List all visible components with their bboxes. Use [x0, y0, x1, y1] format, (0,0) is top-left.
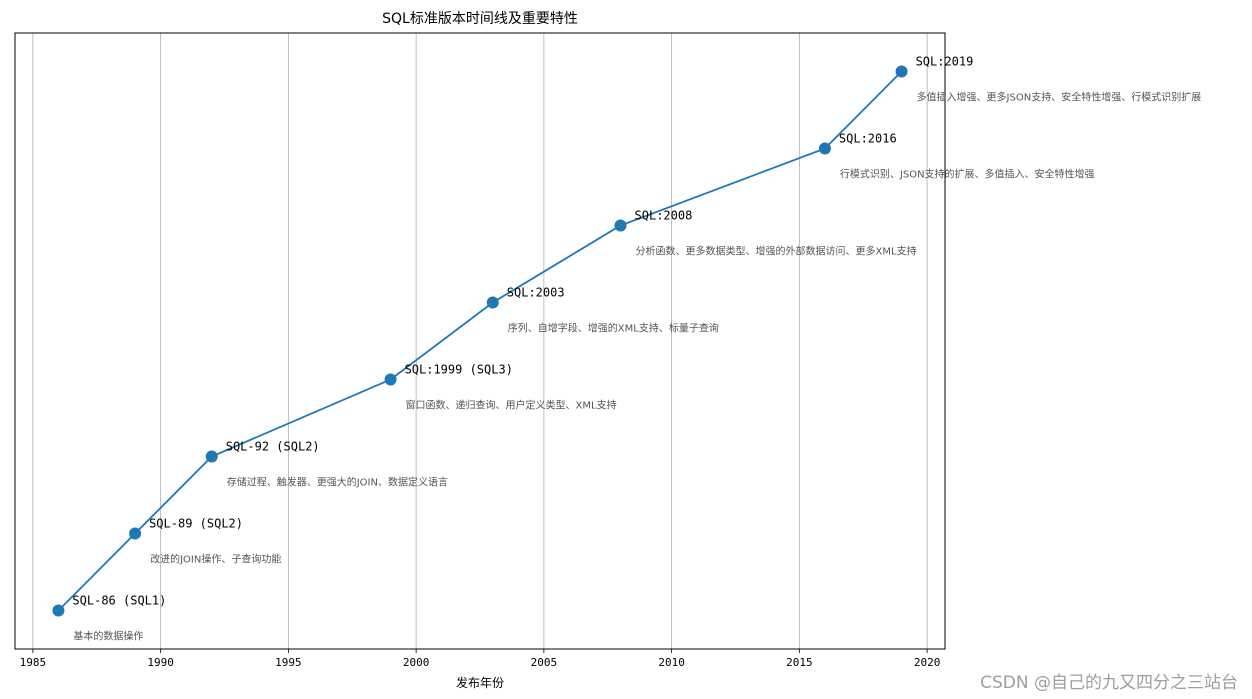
- points: [52, 65, 908, 617]
- data-point: [384, 373, 397, 386]
- event-description: 存储过程、触发器、更强大的JOIN、数据定义语言: [227, 476, 448, 489]
- x-tick-label: 1995: [275, 656, 302, 669]
- x-axis-label: 发布年份: [456, 675, 504, 690]
- x-tick-label: 2005: [531, 656, 558, 669]
- data-point: [895, 65, 908, 78]
- event-label: SQL:2016: [839, 132, 897, 146]
- x-tick-label: 2015: [786, 656, 813, 669]
- event-description: 分析函数、更多数据类型、增强的外部数据访问、更多XML支持: [636, 245, 917, 258]
- x-tick-label: 2000: [403, 656, 430, 669]
- chart-title: SQL标准版本时间线及重要特性: [382, 11, 578, 27]
- grid: [32, 33, 928, 649]
- plot-frame: [14, 32, 946, 650]
- event-label: SQL:2008: [635, 209, 693, 223]
- event-description: 改进的JOIN操作、子查询功能: [150, 553, 281, 566]
- event-description: 基本的数据操作: [73, 630, 143, 643]
- event-label: SQL:2003: [507, 286, 565, 300]
- data-point: [52, 604, 65, 617]
- x-tick-label: 1985: [20, 656, 47, 669]
- series-line: [57, 70, 903, 612]
- x-tick-label: 2020: [914, 656, 941, 669]
- data-point: [486, 296, 499, 309]
- data-point: [129, 527, 142, 540]
- watermark-text: CSDN @自己的九又四分之三站台: [980, 673, 1238, 693]
- event-label: SQL-92 (SQL2): [226, 440, 320, 454]
- event-description: 行模式识别、JSON支持的扩展、多值插入、安全特性增强: [840, 168, 1095, 181]
- data-point: [205, 450, 218, 463]
- annotations: SQL-86 (SQL1) 基本的数据操作 SQL-89 (SQL2) 改进的JOIN…: [72, 55, 1201, 643]
- event-description: 序列、自增字段、增强的XML支持、标量子查询: [508, 322, 719, 335]
- event-description: 窗口函数、递归查询、用户定义类型、XML支持: [406, 399, 617, 412]
- x-axis: 1985 1990 1995 2000 2005 2010 2015 2020: [20, 649, 941, 669]
- series: [57, 70, 903, 612]
- event-label: SQL-86 (SQL1): [72, 594, 166, 608]
- event-label: SQL:2019: [916, 55, 974, 69]
- data-point: [818, 142, 831, 155]
- x-tick-label: 1990: [147, 656, 174, 669]
- x-tick-label: 2010: [658, 656, 685, 669]
- data-point: [614, 219, 627, 232]
- event-label: SQL:1999 (SQL3): [405, 363, 513, 377]
- event-description: 多值插入增强、更多JSON支持、安全特性增强、行模式识别扩展: [917, 91, 1202, 104]
- event-label: SQL-89 (SQL2): [149, 517, 243, 531]
